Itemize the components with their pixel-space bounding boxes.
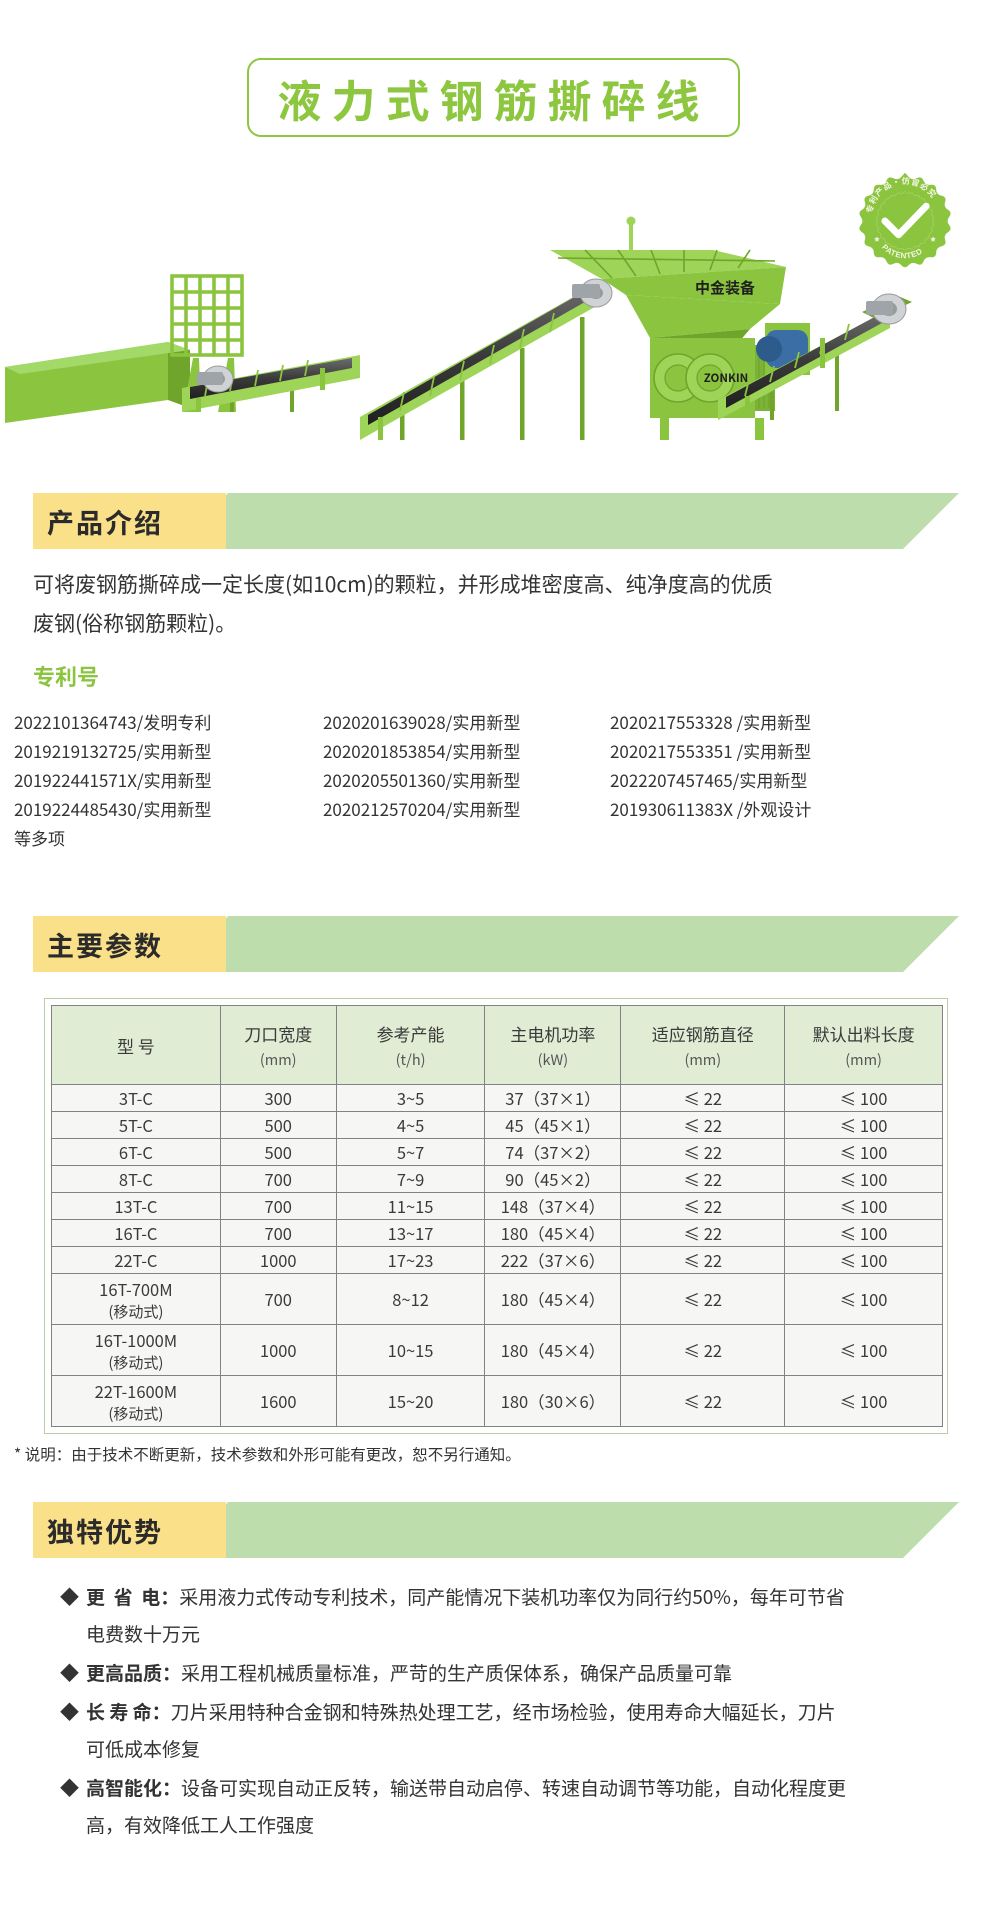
svg-text:中金装备: 中金装备 [695,277,755,298]
svg-text:ZONKIN: ZONKIN [704,370,749,386]
